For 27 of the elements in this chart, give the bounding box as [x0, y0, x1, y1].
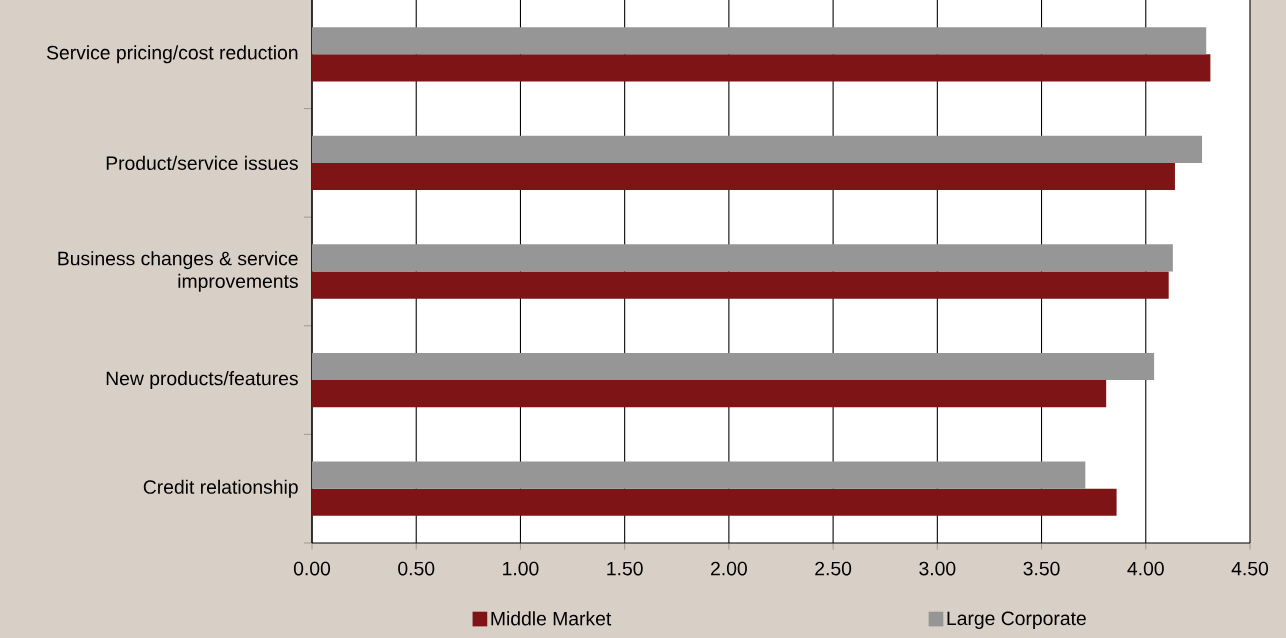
y-tick-label: Service pricing/cost reduction	[46, 45, 298, 64]
x-tick-label: 0.00	[293, 561, 331, 576]
x-tick-label: 4.00	[1127, 561, 1164, 576]
x-tick-label: 1.50	[607, 561, 643, 576]
x-tick-label: 2.50	[815, 561, 852, 576]
bar	[312, 135, 1203, 163]
bar	[312, 162, 1175, 191]
x-tick-label: 2.00	[711, 561, 747, 576]
bar	[312, 54, 1211, 82]
x-tick-label: 0.50	[398, 561, 435, 576]
x-tick-label: 1.00	[503, 561, 539, 576]
y-tick-label: New products/features	[106, 371, 298, 390]
x-tick-label: 4.50	[1231, 561, 1269, 576]
x-tick-label: 3.00	[919, 561, 956, 576]
bar	[312, 380, 1107, 408]
x-tick-label: 3.50	[1023, 561, 1060, 576]
bar	[312, 352, 1155, 381]
bar	[312, 27, 1207, 55]
legend-label: Large Corporate	[947, 611, 1086, 630]
bar	[312, 488, 1117, 516]
bar	[312, 271, 1169, 299]
legend-label: Middle Market	[491, 611, 612, 626]
bar	[312, 244, 1173, 272]
y-tick-label: Credit relationship	[143, 479, 298, 498]
bar	[312, 461, 1086, 489]
y-tick-label: Business changes & service improvements	[58, 251, 298, 292]
y-tick-label: Product/service issues	[106, 155, 298, 170]
